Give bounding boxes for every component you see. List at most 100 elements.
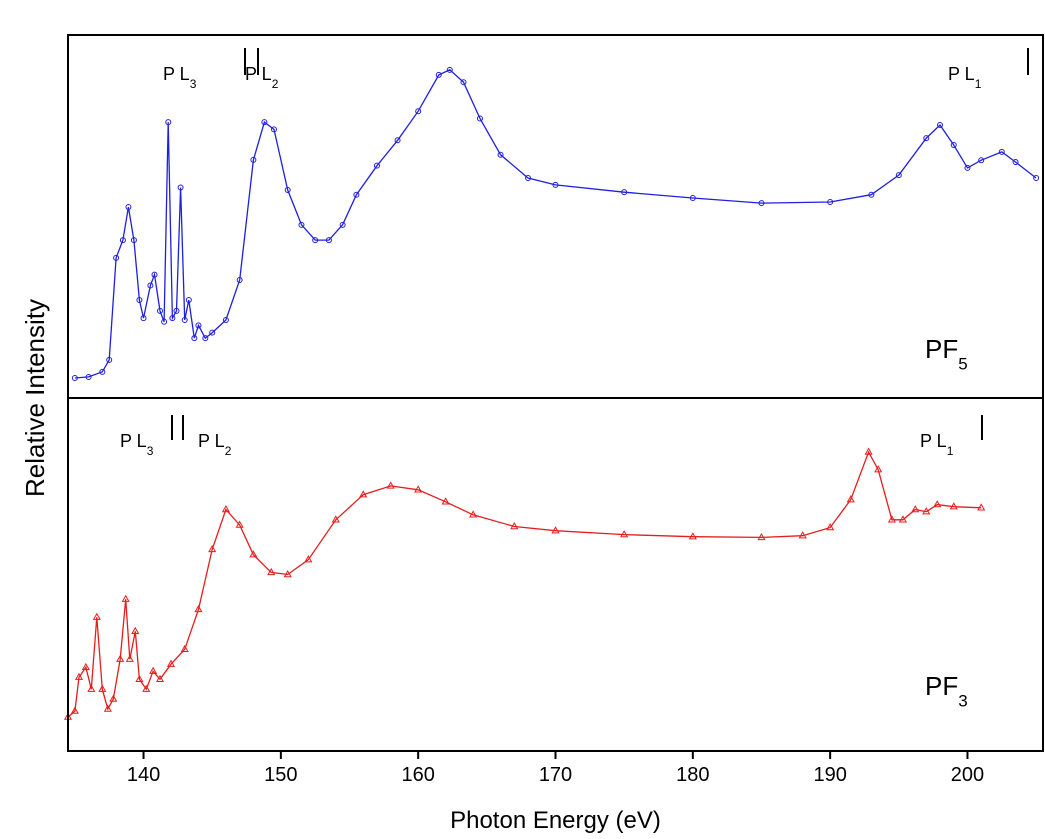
marker xyxy=(359,490,368,498)
marker xyxy=(103,704,112,712)
marker xyxy=(552,181,559,188)
marker xyxy=(106,356,113,363)
marker xyxy=(283,569,292,578)
marker xyxy=(169,315,176,322)
marker xyxy=(937,122,944,129)
marker xyxy=(977,503,986,511)
marker xyxy=(267,567,276,576)
marker xyxy=(964,164,971,171)
marker xyxy=(136,296,143,303)
marker xyxy=(386,481,395,489)
marker xyxy=(99,368,106,375)
marker xyxy=(70,706,79,714)
annotation: P L3 xyxy=(120,431,154,458)
marker xyxy=(140,315,147,322)
x-tick-label: 170 xyxy=(539,764,572,786)
panel-frame xyxy=(67,397,1044,752)
marker xyxy=(895,172,902,179)
marker xyxy=(177,184,184,191)
annotation-subscript: 3 xyxy=(147,444,154,458)
marker xyxy=(195,322,202,329)
marker xyxy=(173,307,180,314)
marker xyxy=(1012,159,1019,166)
annotation-subscript: 1 xyxy=(947,444,954,458)
marker xyxy=(435,71,442,78)
x-axis-label: Photon Energy (eV) xyxy=(450,807,661,834)
marker xyxy=(922,507,931,515)
annotation: P L1 xyxy=(920,431,954,458)
marker xyxy=(92,612,101,620)
x-tick-label: 160 xyxy=(401,764,434,786)
marker xyxy=(373,162,380,169)
marker xyxy=(846,495,855,503)
annotation-text: P L xyxy=(120,431,147,451)
marker xyxy=(689,194,696,201)
marker xyxy=(131,626,140,635)
marker xyxy=(446,66,453,73)
marker xyxy=(155,674,165,683)
marker xyxy=(119,237,126,244)
marker xyxy=(261,119,268,126)
marker xyxy=(949,502,958,510)
marker xyxy=(923,135,930,142)
marker xyxy=(180,644,189,653)
panel-label: PF3 xyxy=(925,671,968,711)
marker xyxy=(113,254,120,261)
x-tick-label: 200 xyxy=(951,764,984,786)
marker xyxy=(149,666,158,674)
panel-label-text: PF xyxy=(925,671,958,701)
marker xyxy=(304,555,313,563)
annotation-subscript: 3 xyxy=(190,77,197,91)
marker xyxy=(250,156,257,163)
marker xyxy=(109,694,118,702)
marker xyxy=(71,375,78,382)
marker xyxy=(249,550,258,558)
x-tick-label: 180 xyxy=(676,764,709,786)
marker xyxy=(81,662,90,671)
marker xyxy=(353,191,360,198)
marker xyxy=(202,335,209,342)
marker xyxy=(85,373,92,380)
marker xyxy=(331,515,340,523)
marker xyxy=(312,237,319,244)
marker xyxy=(864,447,873,455)
marker xyxy=(135,674,144,683)
x-tick-label: 190 xyxy=(813,764,846,786)
x-tick-label: 150 xyxy=(264,764,297,786)
annotation-text: P L xyxy=(948,64,975,84)
marker xyxy=(270,126,277,133)
marker xyxy=(950,141,957,148)
panel-frame xyxy=(67,34,1044,399)
marker xyxy=(161,318,168,325)
marker xyxy=(130,237,137,244)
annotation: P L2 xyxy=(245,64,279,91)
marker xyxy=(415,108,422,115)
marker xyxy=(221,505,230,513)
marker xyxy=(827,198,834,205)
marker xyxy=(911,505,920,513)
marker xyxy=(142,684,151,692)
marker xyxy=(209,329,216,336)
annotation-text: P L xyxy=(920,431,947,451)
panel-label-subscript: 5 xyxy=(958,355,967,374)
marker xyxy=(887,515,896,523)
marker xyxy=(394,137,401,144)
series-line xyxy=(74,69,1037,379)
marker xyxy=(194,604,203,613)
marker xyxy=(898,515,907,523)
annotation-subscript: 2 xyxy=(225,444,232,458)
marker xyxy=(222,316,229,323)
marker xyxy=(414,485,423,493)
annotation-subscript: 2 xyxy=(272,77,279,91)
marker xyxy=(460,79,467,86)
annotation: P L1 xyxy=(948,64,982,91)
marker xyxy=(116,654,125,662)
marker xyxy=(497,151,504,158)
marker xyxy=(235,520,244,528)
marker xyxy=(181,316,188,323)
marker xyxy=(157,307,164,314)
marker xyxy=(191,335,198,342)
marker xyxy=(185,296,192,303)
panel-label: PF5 xyxy=(925,334,968,374)
